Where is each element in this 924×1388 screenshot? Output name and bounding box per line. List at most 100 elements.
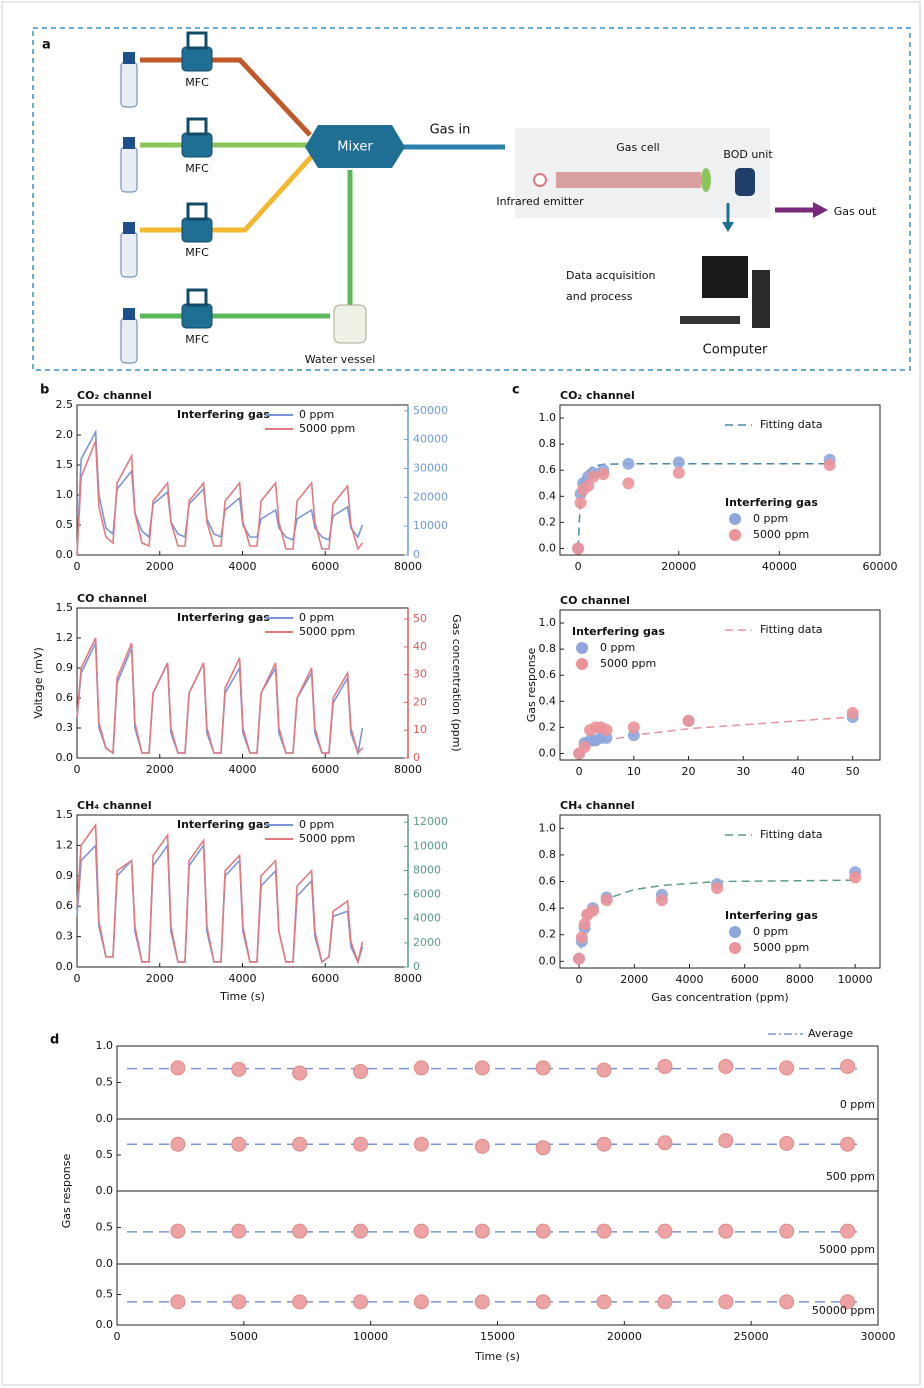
mfc: [181, 217, 213, 243]
chart-title: CO₂ channel: [77, 389, 152, 402]
data-point: [596, 1136, 612, 1152]
data-point: [170, 1060, 186, 1076]
x-tick-label: 0: [114, 1330, 121, 1343]
data-point: [413, 1136, 429, 1152]
bod-unit-label: BOD unit: [723, 148, 773, 161]
x-tick-label: 8000: [394, 972, 422, 985]
y-tick-label: 0.6: [539, 463, 557, 476]
y2-tick-label: 0: [413, 548, 420, 561]
y-tick-label: 1.0: [539, 616, 557, 629]
data-point: [353, 1294, 369, 1310]
y-tick-label: 0.9: [56, 661, 74, 674]
data-point: [231, 1061, 247, 1077]
legend-swatch: [729, 942, 741, 954]
x-tick-label: 2000: [146, 972, 174, 985]
y2-tick-label: 20000: [413, 490, 448, 503]
data-point: [578, 918, 591, 931]
y2-tick-label: 50000: [413, 404, 448, 417]
data-point: [655, 894, 668, 907]
x-tick-label: 0: [576, 765, 583, 778]
y-tick-label: 1.0: [539, 821, 557, 834]
x-tick-label: 60000: [863, 560, 898, 573]
data-point: [586, 904, 599, 917]
y-tick-label: 1.5: [56, 458, 74, 471]
x-tick-label: 6000: [311, 560, 339, 573]
x-tick-label: 8000: [394, 560, 422, 573]
data-point: [840, 1136, 856, 1152]
data-point: [572, 542, 585, 555]
y2-tick-label: 40: [413, 640, 427, 653]
x-tick-label: 40000: [762, 560, 797, 573]
x-tick-label: 20: [682, 765, 696, 778]
handle: [186, 117, 208, 136]
row-label: 50000 ppm: [812, 1304, 875, 1317]
mfc-label: MFC: [185, 246, 209, 259]
x-tick-label: 10000: [353, 1330, 388, 1343]
gas-cell-label: Gas cell: [616, 141, 659, 154]
mfc-label: MFC: [185, 76, 209, 89]
diagram-frame: [32, 27, 911, 371]
bottle: [120, 61, 138, 108]
x-tick-label: 10: [627, 765, 641, 778]
x-tick-label: 0: [74, 972, 81, 985]
data-point: [353, 1223, 369, 1239]
row-label: 500 ppm: [826, 1170, 875, 1183]
data-point: [292, 1065, 308, 1081]
data-point: [231, 1136, 247, 1152]
cap: [123, 308, 135, 320]
y2-tick-label: 30: [413, 668, 427, 681]
mfc-label: MFC: [185, 162, 209, 175]
data-point: [292, 1136, 308, 1152]
mfc-icons: [181, 46, 213, 329]
y-axis-label: Voltage (mV): [32, 647, 45, 719]
legend-label: 5000 ppm: [299, 422, 355, 435]
panel-label: c: [512, 383, 520, 398]
x-tick-label: 8000: [786, 973, 814, 986]
legend-label: Fitting data: [760, 828, 823, 841]
x-tick-label: 10000: [838, 973, 873, 986]
cap: [123, 222, 135, 234]
legend-label: Fitting data: [760, 623, 823, 636]
data-point: [596, 1062, 612, 1078]
chart-title: CO₂ channel: [560, 389, 635, 402]
x-tick-label: 4000: [229, 763, 257, 776]
data-point: [353, 1064, 369, 1080]
water-vessel-label: Water vessel: [305, 353, 376, 366]
data-acquisition-label: Data acquisition: [566, 269, 655, 282]
mixer-label: Mixer: [337, 140, 373, 155]
mixer: [305, 125, 405, 168]
data-point: [413, 1060, 429, 1076]
legend-label: 5000 ppm: [753, 941, 809, 954]
computer-label: Computer: [703, 343, 768, 358]
x-tick-label: 5000: [230, 1330, 258, 1343]
gas-in-label: Gas in: [430, 123, 471, 138]
y-tick-label: 0.3: [56, 930, 74, 943]
bottle: [120, 146, 138, 193]
row-label: 0 ppm: [840, 1098, 875, 1111]
y-axis-label: Gas response: [525, 648, 538, 723]
legend-label: 0 ppm: [753, 925, 788, 938]
y-tick-label: 1.0: [96, 1039, 114, 1052]
handle: [186, 288, 208, 307]
data-point: [672, 456, 685, 469]
data-point: [292, 1223, 308, 1239]
x-tick-label: 30: [736, 765, 750, 778]
y2-tick-label: 0: [413, 960, 420, 973]
y-tick-label: 0.5: [96, 1221, 114, 1234]
y-tick-label: 0.0: [96, 1318, 114, 1331]
data-point: [575, 931, 588, 944]
legend-title: Interfering gas: [725, 909, 818, 922]
legend-title: Interfering gas: [177, 611, 270, 624]
legend-label: 0 ppm: [299, 408, 334, 421]
data-point: [622, 457, 635, 470]
y-tick-label: 1.0: [56, 488, 74, 501]
data-point: [718, 1223, 734, 1239]
legend-swatch: [729, 513, 741, 525]
lens: [701, 168, 711, 192]
data-point: [474, 1294, 490, 1310]
y-tick-label: 0.8: [539, 437, 557, 450]
y2-tick-label: 20: [413, 695, 427, 708]
legend-title: Interfering gas: [572, 625, 665, 638]
x-axis-label: Time (s): [219, 990, 265, 1003]
